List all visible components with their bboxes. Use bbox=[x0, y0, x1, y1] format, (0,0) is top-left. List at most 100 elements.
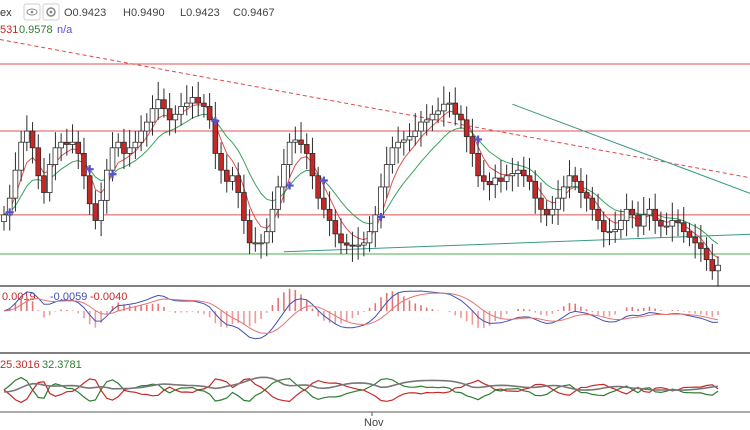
candle-body bbox=[481, 175, 487, 182]
candle-body bbox=[715, 264, 721, 272]
signal-marker bbox=[319, 176, 328, 185]
candle-body bbox=[263, 231, 270, 244]
candle-body bbox=[349, 244, 356, 247]
macd-value-3: -0.0040 bbox=[90, 291, 127, 303]
price-header: ex O0.9423 H0.9490 L0.9423 C0.9467 531 0… bbox=[0, 3, 275, 36]
candle-body bbox=[515, 169, 521, 174]
candle-body bbox=[195, 97, 202, 104]
candle-body bbox=[589, 197, 596, 210]
candle-body bbox=[640, 214, 647, 227]
candle-body bbox=[623, 208, 630, 221]
candle-body bbox=[635, 214, 641, 227]
candle-body bbox=[458, 113, 464, 121]
signal-marker bbox=[474, 135, 483, 144]
ohlc-low: L0.9423 bbox=[180, 7, 220, 19]
candle-body bbox=[355, 244, 361, 247]
indicator-left-value: 531 bbox=[0, 24, 18, 36]
settings-icon[interactable] bbox=[42, 3, 60, 21]
candle-body bbox=[98, 199, 104, 221]
candle-body bbox=[652, 208, 658, 221]
candle-body bbox=[241, 192, 247, 221]
candle-body bbox=[178, 106, 184, 115]
candle-body bbox=[149, 108, 156, 123]
candle-body bbox=[680, 222, 687, 233]
candle-body bbox=[58, 141, 64, 149]
candle-body bbox=[115, 141, 122, 149]
candle-body bbox=[492, 177, 499, 186]
candle-body bbox=[155, 99, 162, 110]
candle-body bbox=[618, 220, 624, 230]
candle-body bbox=[452, 102, 459, 115]
signal-markers bbox=[5, 117, 483, 222]
candle-body bbox=[35, 147, 42, 177]
candle-body bbox=[703, 248, 710, 261]
signal-marker bbox=[285, 181, 294, 190]
ma-fast-line bbox=[3, 104, 719, 259]
candle-body bbox=[121, 141, 127, 154]
trend-line bbox=[512, 103, 750, 194]
candle-body bbox=[29, 130, 36, 149]
candle-body bbox=[321, 197, 327, 210]
candle-body bbox=[92, 203, 99, 221]
candle-body bbox=[583, 192, 590, 199]
candle-body bbox=[235, 175, 241, 193]
macd-value-2: -0.0059 bbox=[50, 291, 87, 303]
candle-body bbox=[675, 220, 681, 224]
trend-line bbox=[283, 233, 750, 253]
ohlc-high: H0.9490 bbox=[123, 7, 165, 19]
candle-body bbox=[258, 242, 264, 245]
eye-icon[interactable] bbox=[23, 3, 41, 21]
candle-body bbox=[600, 220, 607, 233]
candle-body bbox=[104, 169, 110, 201]
candle-body bbox=[126, 147, 133, 154]
ma-slow-line bbox=[3, 113, 719, 245]
candle-body bbox=[475, 153, 481, 177]
candle-body bbox=[315, 175, 321, 199]
dmi-value-1: 25.3016 bbox=[0, 359, 40, 371]
candle-body bbox=[338, 233, 344, 244]
candle-body bbox=[275, 186, 281, 210]
candle-body bbox=[292, 139, 299, 143]
candle-body bbox=[52, 147, 59, 165]
candle-body bbox=[229, 175, 236, 182]
dmi-lines bbox=[3, 376, 719, 404]
candle-body bbox=[595, 208, 601, 221]
indicator-na: n/a bbox=[57, 24, 73, 36]
candle-body bbox=[246, 220, 253, 244]
candle-body bbox=[663, 225, 670, 228]
candle-body bbox=[366, 231, 373, 244]
candle-body bbox=[383, 164, 390, 188]
candle-body bbox=[161, 99, 167, 110]
candle-body bbox=[709, 259, 716, 272]
candle-body bbox=[24, 130, 30, 143]
candle-body bbox=[692, 236, 698, 244]
signal-marker bbox=[108, 170, 117, 179]
horizontal-levels bbox=[0, 63, 750, 255]
candle-body bbox=[469, 136, 476, 154]
candle-body bbox=[629, 208, 636, 216]
candle-body bbox=[435, 110, 441, 115]
candle-body bbox=[189, 97, 196, 104]
candle-body bbox=[143, 121, 150, 132]
candle-body bbox=[509, 173, 516, 177]
ohlc-open: O0.9423 bbox=[64, 7, 106, 19]
macd-line bbox=[3, 290, 719, 340]
candle-body bbox=[686, 231, 693, 238]
candle-body bbox=[206, 106, 213, 121]
candle-body bbox=[183, 102, 190, 107]
candle-body bbox=[223, 169, 230, 182]
adx-line bbox=[3, 376, 719, 393]
candle-body bbox=[555, 197, 561, 210]
candle-body bbox=[549, 208, 556, 216]
candle-body bbox=[503, 175, 510, 182]
candle-body bbox=[298, 139, 304, 145]
candle-body bbox=[646, 208, 653, 216]
candlesticks bbox=[1, 81, 721, 287]
candle-body bbox=[498, 177, 504, 182]
signal-marker bbox=[85, 165, 94, 174]
candle-body bbox=[286, 141, 293, 165]
candle-body bbox=[395, 141, 401, 149]
macd-lines bbox=[3, 290, 719, 340]
candle-body bbox=[538, 197, 544, 210]
